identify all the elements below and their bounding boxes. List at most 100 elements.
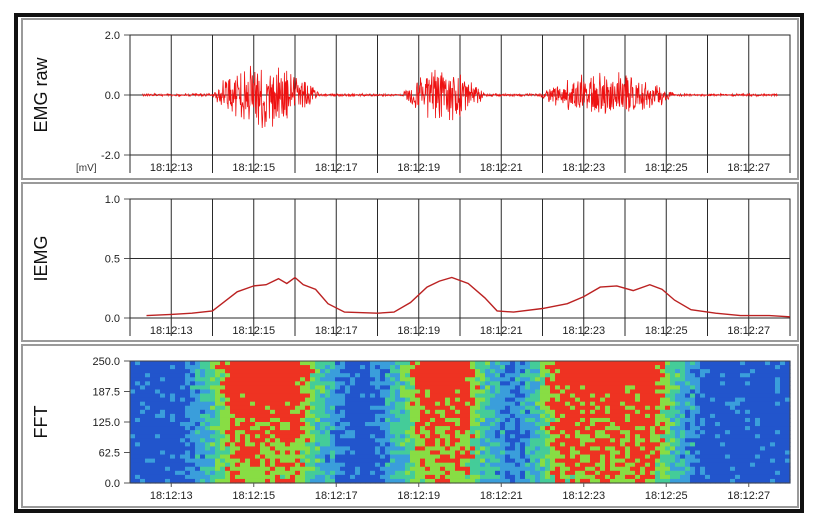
spectrogram-cell — [160, 381, 166, 386]
spectrogram-cell — [585, 426, 591, 431]
spectrogram-cell — [425, 397, 431, 403]
spectrogram-cell — [680, 466, 686, 472]
spectrogram-cell — [510, 405, 516, 411]
spectrogram-cell — [695, 470, 701, 476]
spectrogram-cell — [660, 422, 666, 427]
spectrogram-cell — [300, 377, 306, 382]
spectrogram-cell — [390, 434, 396, 439]
spectrogram-cell — [350, 405, 356, 411]
spectrogram-cell — [245, 381, 251, 386]
spectrogram-cell — [450, 377, 456, 382]
spectrogram-cell — [610, 393, 616, 399]
spectrogram-cell — [570, 466, 576, 472]
spectrogram-cell — [225, 450, 231, 456]
spectrogram-cell — [130, 393, 136, 399]
spectrogram-cell — [480, 413, 486, 419]
spectrogram-cell — [140, 470, 146, 476]
spectrogram-cell — [540, 478, 546, 484]
spectrogram-cell — [490, 377, 496, 382]
spectrogram-cell — [135, 401, 141, 407]
spectrogram-cell — [185, 454, 191, 460]
spectrogram-cell — [340, 466, 346, 472]
spectrogram-cell — [500, 474, 506, 480]
spectrogram-cell — [785, 365, 791, 370]
spectrogram-cell — [505, 393, 511, 399]
spectrogram-cell — [665, 450, 671, 456]
spectrogram-cell — [165, 393, 171, 399]
spectrogram-cell — [635, 409, 641, 415]
spectrogram-cell — [405, 393, 411, 399]
spectrogram-cell — [265, 442, 271, 447]
spectrogram-cell — [400, 393, 406, 399]
spectrogram-cell — [715, 409, 721, 415]
spectrogram-cell — [205, 438, 211, 443]
spectrogram-cell — [525, 458, 531, 464]
spectrogram-cell — [240, 405, 246, 411]
spectrogram-cell — [620, 409, 626, 415]
spectrogram-cell — [525, 409, 531, 415]
spectrogram-cell — [710, 361, 716, 366]
spectrogram-cell — [715, 474, 721, 480]
spectrogram-cell — [250, 413, 256, 419]
spectrogram-cell — [605, 454, 611, 460]
spectrogram-cell — [510, 446, 516, 452]
spectrogram-cell — [785, 466, 791, 472]
spectrogram-cell — [695, 478, 701, 484]
spectrogram-cell — [620, 397, 626, 403]
spectrogram-cell — [340, 393, 346, 399]
spectrogram-cell — [660, 369, 666, 374]
spectrogram-cell — [660, 458, 666, 464]
spectrogram-cell — [250, 361, 256, 366]
spectrogram-cell — [660, 474, 666, 480]
spectrogram-cell — [400, 470, 406, 476]
spectrogram-cell — [480, 470, 486, 476]
spectrogram-cell — [655, 385, 661, 391]
spectrogram-cell — [615, 466, 621, 472]
spectrogram-cell — [775, 422, 781, 427]
spectrogram-cell — [490, 405, 496, 411]
spectrogram-cell — [540, 454, 546, 460]
spectrogram-cell — [515, 470, 521, 476]
spectrogram-cell — [615, 377, 621, 382]
spectrogram-cell — [675, 466, 681, 472]
spectrogram-cell — [580, 434, 586, 439]
spectrogram-cell — [145, 430, 151, 435]
spectrogram-cell — [750, 474, 756, 480]
spectrogram-cell — [155, 393, 161, 399]
spectrogram-cell — [465, 442, 471, 447]
spectrogram-cell — [395, 454, 401, 460]
spectrogram-cell — [240, 409, 246, 415]
spectrogram-cell — [730, 470, 736, 476]
spectrogram-cell — [280, 450, 286, 456]
spectrogram-cell — [595, 474, 601, 480]
spectrogram-cell — [680, 397, 686, 403]
spectrogram-cell — [650, 417, 656, 423]
spectrogram-cell — [270, 474, 276, 480]
spectrogram-cell — [685, 458, 691, 464]
spectrogram-cell — [235, 430, 241, 435]
spectrogram-cell — [515, 361, 521, 366]
spectrogram-cell — [300, 450, 306, 456]
spectrogram-cell — [185, 365, 191, 370]
spectrogram-cell — [160, 434, 166, 439]
spectrogram-cell — [685, 413, 691, 419]
spectrogram-cell — [180, 430, 186, 435]
spectrogram-cell — [480, 446, 486, 452]
spectrogram-cell — [425, 462, 431, 468]
spectrogram-cell — [365, 442, 371, 447]
spectrogram-cell — [655, 393, 661, 399]
spectrogram-cell — [305, 466, 311, 472]
spectrogram-cell — [540, 361, 546, 366]
spectrogram-cell — [550, 442, 556, 447]
spectrogram-cell — [580, 458, 586, 464]
spectrogram-cell — [750, 426, 756, 431]
spectrogram-cell — [560, 361, 566, 366]
spectrogram-cell — [755, 442, 761, 447]
spectrogram-cell — [365, 385, 371, 391]
spectrogram-cell — [270, 405, 276, 411]
spectrogram-cell — [760, 474, 766, 480]
spectrogram-cell — [375, 401, 381, 407]
spectrogram-cell — [285, 393, 291, 399]
spectrogram-cell — [625, 385, 631, 391]
spectrogram-cell — [335, 434, 341, 439]
